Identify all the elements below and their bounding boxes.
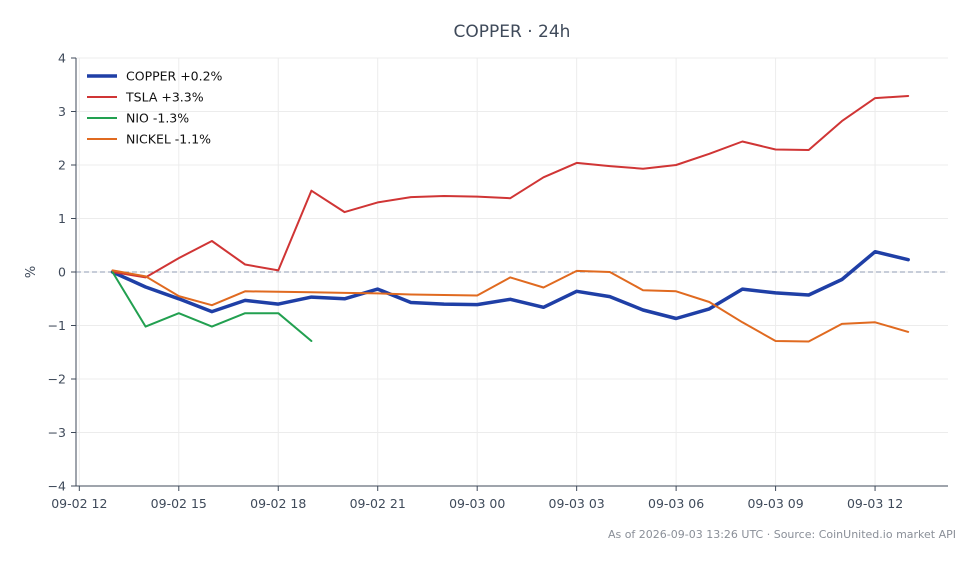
footer-source: As of 2026-09-03 13:26 UTC · Source: Coi… (608, 528, 956, 541)
chart-title: COPPER · 24h (454, 22, 571, 42)
y-tick-label: −3 (48, 425, 66, 440)
legend-label: COPPER +0.2% (126, 69, 223, 84)
x-tick-label: 09-03 12 (847, 496, 903, 511)
x-tick-label: 09-03 00 (449, 496, 505, 511)
series-line-tsla (111, 95, 910, 279)
x-tick-label: 09-02 21 (350, 496, 406, 511)
x-tick-labels: 09-02 12 09-02 15 09-02 18 09-02 21 09-03 00… (51, 496, 903, 511)
y-tick-label: 2 (58, 158, 66, 173)
y-tick-label: 4 (58, 51, 66, 66)
x-tick-label: 09-02 12 (51, 496, 107, 511)
x-tick-label: 09-03 09 (747, 496, 803, 511)
y-tick-label: 1 (58, 211, 66, 226)
x-tick-label: 09-03 03 (549, 496, 605, 511)
y-tick-label: 0 (58, 265, 66, 280)
legend-label: NIO -1.3% (126, 111, 189, 126)
y-tick-label: −1 (48, 318, 66, 333)
y-tick-label: −4 (48, 479, 66, 494)
x-tick-label: 09-02 15 (151, 496, 207, 511)
y-axis-label: % (24, 266, 39, 278)
legend: COPPER +0.2% TSLA +3.3% NIO -1.3% NICKEL -1… (87, 69, 223, 147)
y-tick-label: 3 (58, 104, 66, 119)
series-line-nio (111, 271, 313, 342)
x-tick-label: 09-03 06 (648, 496, 704, 511)
series-line-copper (110, 249, 910, 321)
axes (71, 57, 948, 491)
series-line-nickel (111, 269, 910, 343)
x-tick-label: 09-02 18 (250, 496, 306, 511)
y-tick-label: −2 (48, 372, 66, 387)
legend-label: NICKEL -1.1% (126, 132, 211, 147)
y-tick-labels: −4 −3 −2 −1 0 1 2 3 4 (48, 51, 66, 494)
legend-label: TSLA +3.3% (125, 90, 204, 105)
series-lines (110, 95, 910, 343)
